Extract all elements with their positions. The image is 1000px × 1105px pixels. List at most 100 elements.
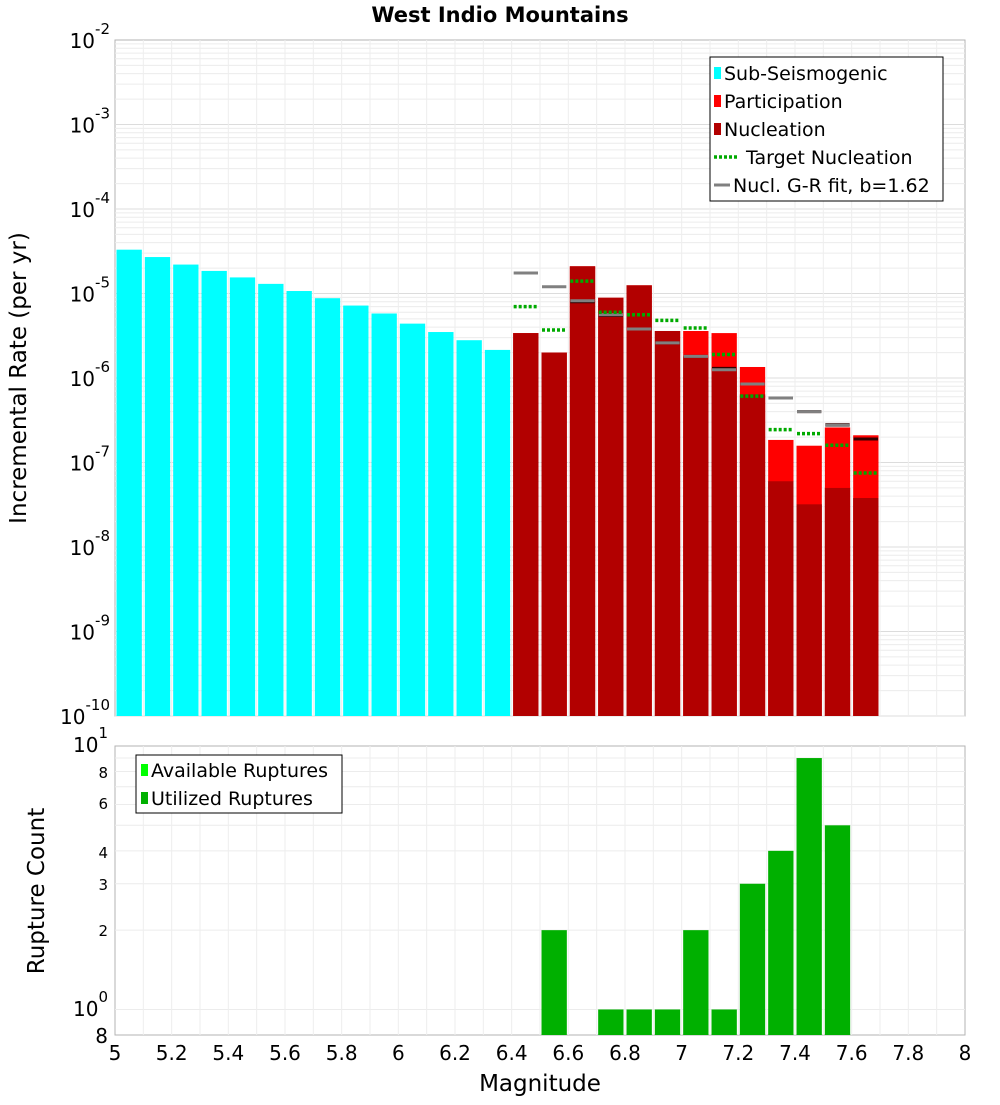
x-tick-label: 8 bbox=[959, 1041, 972, 1065]
x-tick-label: 7.8 bbox=[892, 1041, 924, 1065]
bottom-legend: Available Ruptures Utilized Ruptures bbox=[135, 754, 343, 814]
utilized-ruptures-bar bbox=[739, 883, 766, 1035]
subseismogenic-bar bbox=[456, 340, 482, 716]
subseismogenic-bar bbox=[116, 249, 142, 716]
utilized-ruptures-bar bbox=[768, 850, 794, 1035]
nucleation-bar bbox=[569, 266, 596, 716]
top-y-axis-title: Incremental Rate (per yr) bbox=[6, 232, 32, 524]
subseismogenic-bar bbox=[399, 323, 426, 716]
subseismogenic-bar bbox=[428, 332, 454, 716]
nucleation-bar bbox=[853, 498, 879, 716]
utilized-ruptures-bar bbox=[683, 930, 709, 1035]
chart-title: West Indio Mountains bbox=[371, 3, 628, 27]
subseismogenic-bar bbox=[314, 298, 341, 716]
legend-label: Nucleation bbox=[724, 119, 826, 141]
utilized-ruptures-bar bbox=[824, 825, 851, 1035]
y-tick-label: 8 bbox=[95, 1024, 108, 1048]
legend-label: Utilized Ruptures bbox=[151, 788, 313, 810]
subseismogenic-bar bbox=[144, 257, 171, 716]
y-tick-label: 10-3 bbox=[70, 105, 110, 138]
top-marks bbox=[513, 271, 878, 475]
subseismogenic-bar bbox=[286, 291, 312, 716]
nucleation-bar bbox=[824, 487, 851, 716]
y-tick-label: 4 bbox=[98, 844, 108, 862]
y-tick-label: 10-2 bbox=[70, 20, 110, 53]
nucleation-bar bbox=[654, 330, 681, 716]
x-tick-labels: 5 5.2 5.4 5.6 5.8 6 6.2 6.4 6.6 6.8 7 7.2 7.4 7.6 7.8 8 bbox=[109, 1041, 972, 1065]
x-tick-label: 5.6 bbox=[269, 1041, 301, 1065]
x-tick-label: 6.2 bbox=[439, 1041, 471, 1065]
y-tick-label: 3 bbox=[98, 876, 108, 894]
utilized-ruptures-bar bbox=[598, 1009, 624, 1035]
x-tick-label: 6.4 bbox=[496, 1041, 528, 1065]
utilized-ruptures-bar bbox=[654, 1009, 681, 1035]
x-axis-title: Magnitude bbox=[479, 1071, 601, 1097]
subseismogenic-bar bbox=[484, 349, 511, 716]
utilized-ruptures-bar bbox=[711, 1009, 737, 1035]
legend-label: Target Nucleation bbox=[745, 147, 913, 169]
utilized-ruptures-bar bbox=[541, 930, 567, 1035]
subseismogenic-bar bbox=[201, 270, 227, 716]
y-tick-label: 10-6 bbox=[70, 358, 110, 391]
nucleation-bar bbox=[796, 504, 822, 716]
y-tick-label: 10-8 bbox=[70, 527, 110, 560]
legend-swatch bbox=[714, 123, 721, 135]
top-y-tick-labels: 10-2 10-3 10-4 10-5 10-6 10-7 10-8 10-9 10-10 bbox=[60, 20, 110, 729]
y-tick-label: 10-4 bbox=[70, 189, 110, 222]
legend-swatch bbox=[714, 67, 721, 79]
nucleation-bar bbox=[711, 368, 737, 716]
x-tick-label: 5 bbox=[109, 1041, 122, 1065]
legend-swatch bbox=[141, 764, 148, 776]
x-tick-label: 6.8 bbox=[609, 1041, 641, 1065]
y-tick-label: 10-7 bbox=[70, 443, 110, 476]
x-tick-label: 7.2 bbox=[722, 1041, 754, 1065]
y-tick-label: 10-5 bbox=[70, 274, 110, 307]
legend-label: Participation bbox=[724, 91, 843, 113]
nucleation-bar bbox=[513, 333, 539, 716]
x-tick-label: 7.4 bbox=[779, 1041, 811, 1065]
subseismogenic-bar bbox=[258, 283, 284, 716]
subseismogenic-bar bbox=[343, 305, 369, 716]
x-tick-label: 6 bbox=[392, 1041, 405, 1065]
utilized-ruptures-bar bbox=[626, 1009, 652, 1035]
nucleation-bar bbox=[683, 356, 709, 716]
legend-swatch bbox=[714, 95, 721, 107]
legend-label: Available Ruptures bbox=[151, 760, 328, 782]
legend-label: Sub-Seismogenic bbox=[724, 63, 888, 85]
y-tick-label: 10-9 bbox=[70, 612, 110, 645]
bottom-plot: 8 6 4 3 2 8 101 100 5 5.2 5.4 5.6 5.8 6 6.2 6.4 6.6 6.8 7… bbox=[24, 724, 971, 1097]
top-plot: 10-2 10-3 10-4 10-5 10-6 10-7 10-8 10-9 10-10 In… bbox=[6, 20, 966, 729]
subseismogenic-bar bbox=[173, 264, 199, 716]
top-bars bbox=[116, 249, 879, 716]
bottom-y-axis-title: Rupture Count bbox=[24, 808, 50, 974]
bottom-bars bbox=[541, 758, 851, 1035]
bottom-y-tick-labels: 8 6 4 3 2 8 101 100 bbox=[73, 724, 108, 1048]
nucleation-bar bbox=[541, 352, 567, 716]
legend-swatch bbox=[141, 792, 148, 804]
y-tick-label: 2 bbox=[98, 922, 108, 940]
x-tick-label: 5.2 bbox=[156, 1041, 188, 1065]
bottom-legend-box bbox=[135, 754, 343, 814]
y-tick-label: 100 bbox=[73, 988, 108, 1021]
x-tick-label: 6.6 bbox=[552, 1041, 584, 1065]
nucleation-bar bbox=[739, 394, 766, 716]
x-tick-label: 7.6 bbox=[836, 1041, 868, 1065]
utilized-ruptures-bar bbox=[796, 758, 822, 1035]
y-tick-label: 101 bbox=[73, 724, 108, 757]
nucleation-bar bbox=[626, 285, 652, 716]
top-legend-box bbox=[709, 56, 944, 202]
y-tick-label: 10-10 bbox=[60, 696, 110, 729]
subseismogenic-bar bbox=[371, 313, 397, 716]
nucleation-bar bbox=[598, 297, 624, 716]
nucleation-bar bbox=[768, 481, 794, 716]
legend-label: Nucl. G-R fit, b=1.62 bbox=[733, 175, 930, 197]
x-tick-label: 5.4 bbox=[212, 1041, 244, 1065]
bottom-grid bbox=[115, 746, 965, 1035]
y-tick-label: 8 bbox=[98, 764, 108, 782]
subseismogenic-bar bbox=[229, 277, 256, 716]
x-tick-label: 5.8 bbox=[326, 1041, 358, 1065]
x-tick-label: 7 bbox=[675, 1041, 688, 1065]
top-grid bbox=[115, 40, 965, 717]
top-legend: Sub-Seismogenic Participation Nucleation Ta… bbox=[709, 56, 944, 202]
